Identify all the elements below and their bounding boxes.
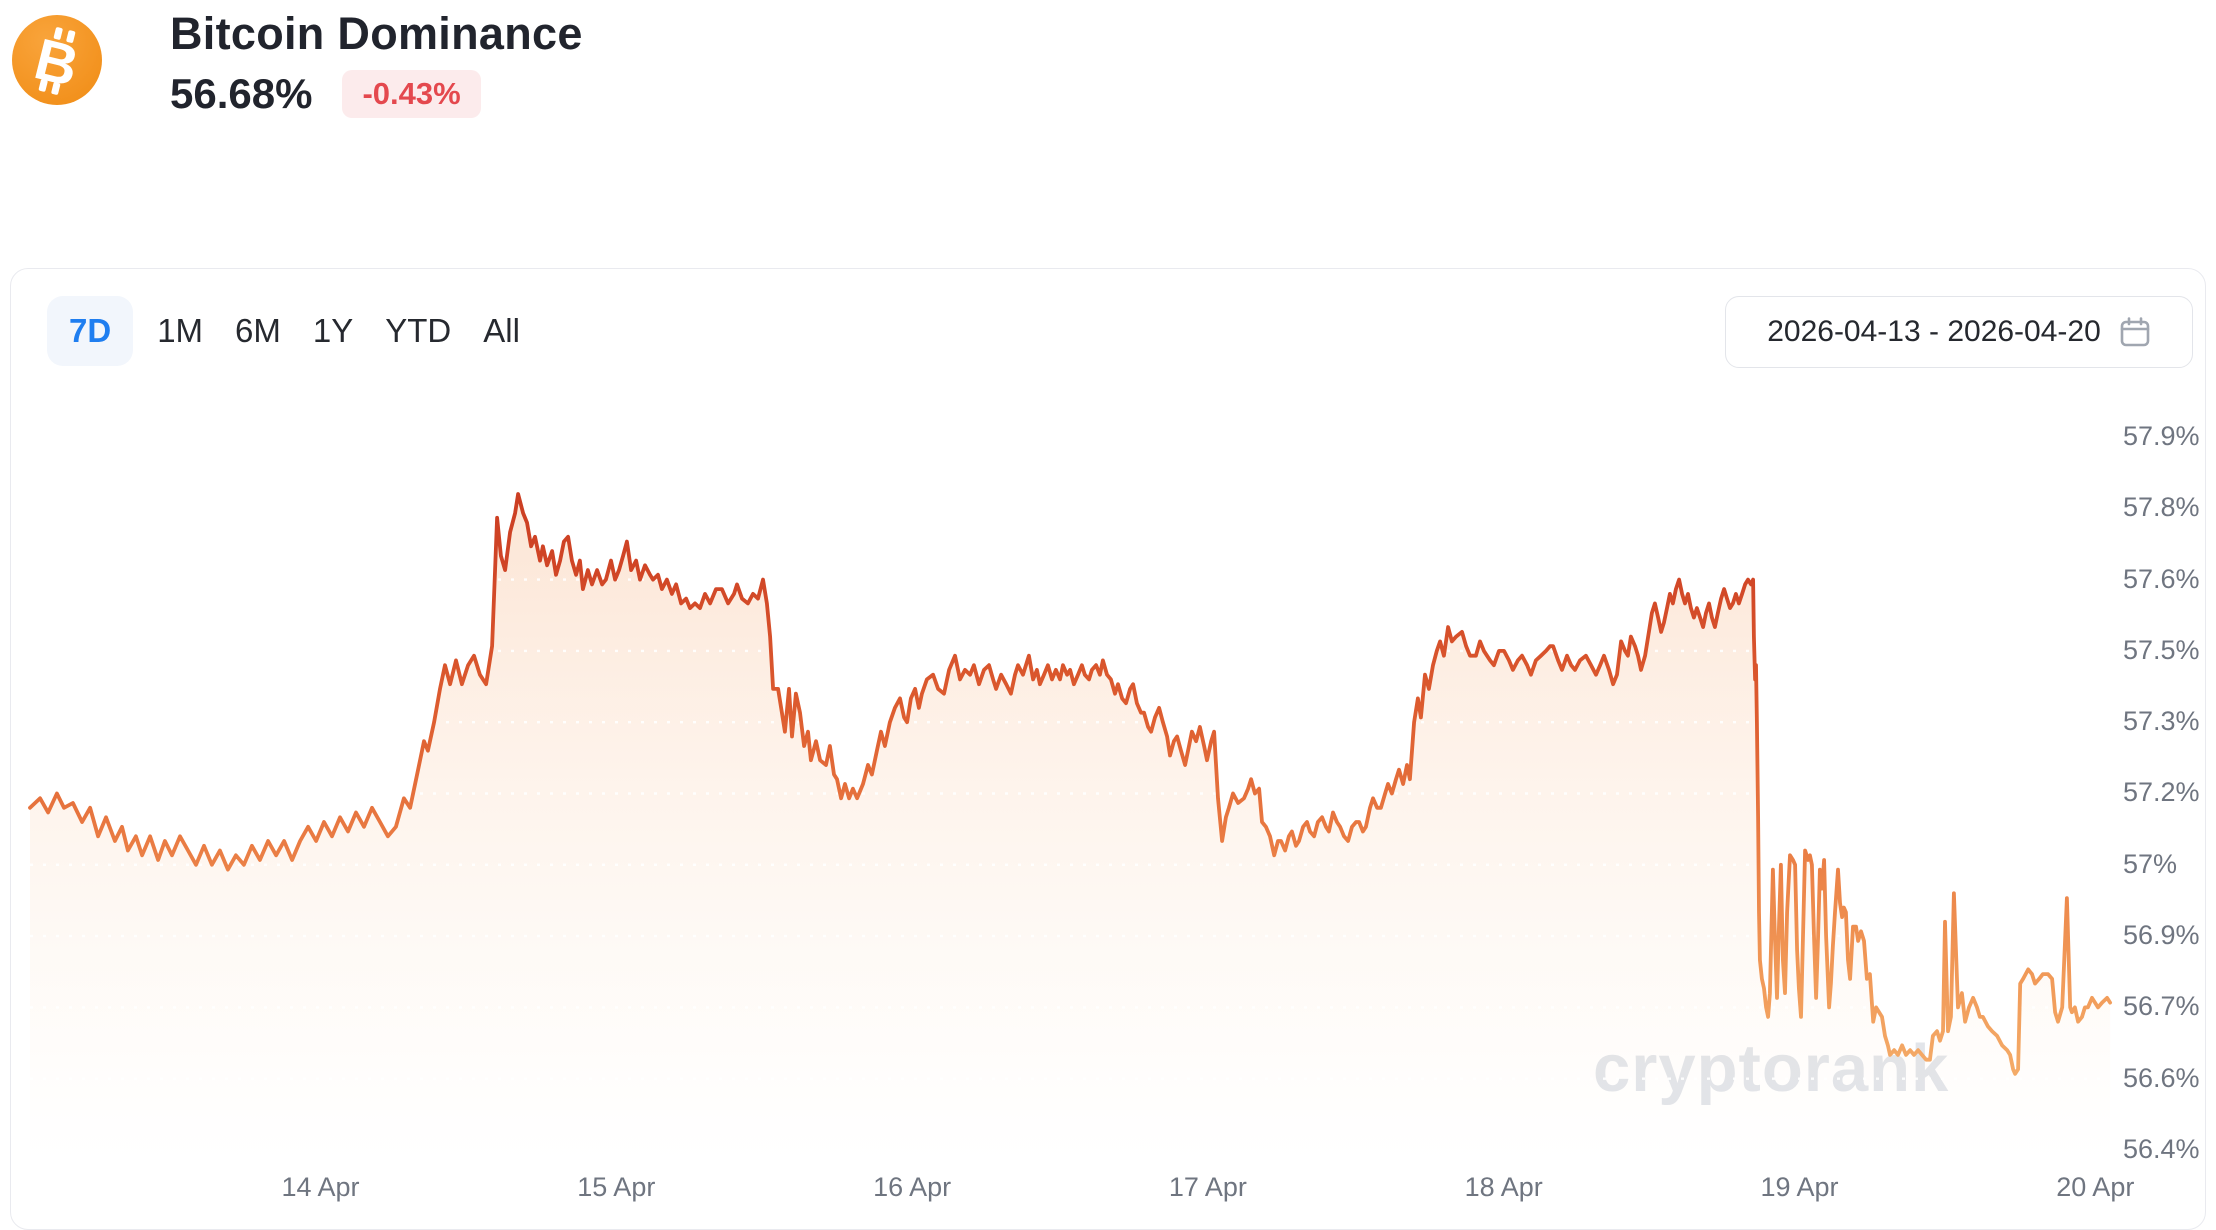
- date-range-picker[interactable]: 2026-04-13 - 2026-04-20: [1725, 296, 2193, 368]
- tab-all[interactable]: All: [483, 312, 520, 349]
- tab-1m[interactable]: 1M: [157, 312, 204, 349]
- change-badge: -0.43%: [342, 70, 481, 119]
- y-axis-label: 57.5%: [2123, 634, 2200, 665]
- y-axis-label: 57.6%: [2123, 563, 2200, 594]
- calendar-icon: [2120, 317, 2150, 347]
- x-axis-label: 16 Apr: [873, 1172, 952, 1202]
- y-axis-label: 56.7%: [2123, 991, 2200, 1022]
- y-axis-label: 56.6%: [2123, 1062, 2200, 1093]
- y-axis-label: 57.2%: [2123, 777, 2200, 808]
- dominance-value-row: 56.68% -0.43%: [170, 70, 481, 119]
- range-tabs: 7D 1M 6M 1Y YTD All: [47, 296, 536, 366]
- y-axis-label: 56.9%: [2123, 920, 2200, 951]
- y-axis-label: 57.3%: [2123, 706, 2200, 737]
- page-title: Bitcoin Dominance: [170, 8, 583, 59]
- tab-7d[interactable]: 7D: [47, 296, 134, 366]
- x-axis-label: 17 Apr: [1168, 1172, 1247, 1202]
- y-axis-label: 57.8%: [2123, 492, 2200, 523]
- x-axis-label: 15 Apr: [577, 1172, 656, 1202]
- x-axis-label: 18 Apr: [1464, 1172, 1543, 1202]
- date-range-text: 2026-04-13 - 2026-04-20: [1767, 315, 2101, 348]
- tab-6m[interactable]: 6M: [235, 312, 281, 349]
- tab-1y[interactable]: 1Y: [312, 312, 354, 349]
- tab-ytd[interactable]: YTD: [385, 312, 452, 349]
- x-axis-label: 20 Apr: [2056, 1172, 2135, 1202]
- x-axis-label: 19 Apr: [1760, 1172, 1839, 1202]
- y-axis-label: 57%: [2123, 848, 2178, 879]
- bitcoin-icon: B: [12, 15, 102, 105]
- y-axis-label: 57.9%: [2123, 421, 2200, 451]
- x-axis-label: 14 Apr: [281, 1172, 360, 1202]
- dominance-value: 56.68%: [170, 70, 313, 118]
- y-axis-label: 56.4%: [2123, 1133, 2200, 1164]
